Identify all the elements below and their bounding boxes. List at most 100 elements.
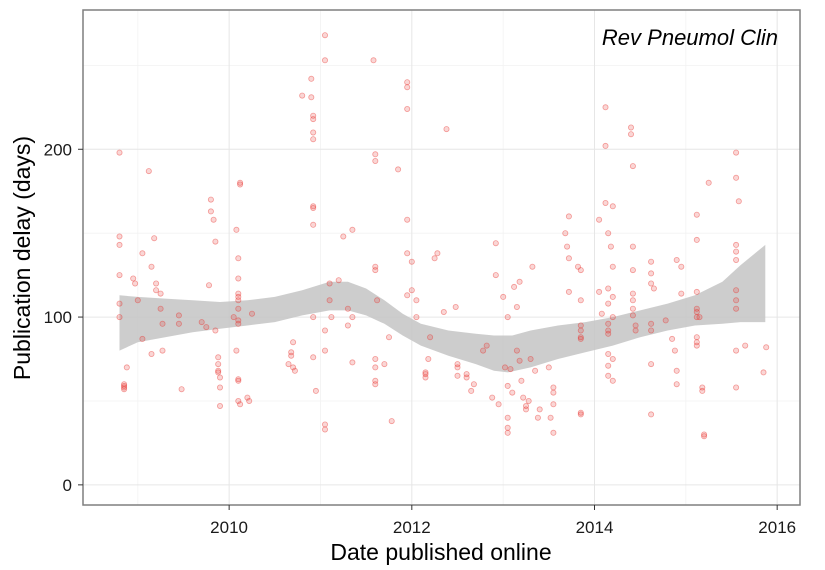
data-point bbox=[422, 371, 429, 378]
data-point bbox=[310, 112, 317, 119]
data-point bbox=[372, 267, 379, 274]
data-point bbox=[404, 79, 411, 86]
data-point bbox=[326, 280, 333, 287]
data-point bbox=[575, 263, 582, 270]
data-point bbox=[733, 241, 740, 248]
data-point bbox=[210, 216, 217, 223]
data-point bbox=[577, 409, 584, 416]
data-point bbox=[577, 297, 584, 304]
data-point bbox=[602, 199, 609, 206]
data-point bbox=[408, 258, 415, 265]
data-point bbox=[565, 213, 572, 220]
data-point bbox=[404, 292, 411, 299]
data-point bbox=[523, 406, 530, 413]
data-points bbox=[116, 32, 770, 440]
data-point bbox=[235, 305, 242, 312]
data-point bbox=[372, 157, 379, 164]
data-point bbox=[321, 327, 328, 334]
data-point bbox=[157, 290, 164, 297]
data-point bbox=[648, 258, 655, 265]
data-point bbox=[763, 344, 770, 351]
data-point bbox=[235, 377, 242, 384]
data-point bbox=[207, 196, 214, 203]
data-point bbox=[408, 287, 415, 294]
data-point bbox=[216, 402, 223, 409]
x-axis-title: Date published online bbox=[330, 539, 551, 565]
data-point bbox=[215, 354, 222, 361]
data-point bbox=[693, 236, 700, 243]
data-point bbox=[385, 334, 392, 341]
data-point bbox=[205, 282, 212, 289]
data-point bbox=[290, 364, 297, 371]
data-point bbox=[470, 381, 477, 388]
data-point bbox=[705, 179, 712, 186]
data-point bbox=[344, 322, 351, 329]
data-point bbox=[216, 374, 223, 381]
data-point bbox=[673, 367, 680, 374]
data-point bbox=[693, 211, 700, 218]
data-point bbox=[212, 327, 219, 334]
data-point bbox=[159, 347, 166, 354]
data-point bbox=[492, 240, 499, 247]
data-point bbox=[609, 377, 616, 384]
data-point bbox=[340, 233, 347, 240]
data-point bbox=[520, 394, 527, 401]
data-point bbox=[139, 250, 146, 257]
data-point bbox=[463, 374, 470, 381]
data-point bbox=[504, 424, 511, 431]
data-point bbox=[148, 350, 155, 357]
data-point bbox=[121, 386, 128, 393]
data-point bbox=[760, 369, 767, 376]
data-point bbox=[237, 181, 244, 188]
data-point bbox=[733, 347, 740, 354]
data-point bbox=[669, 335, 676, 342]
data-point bbox=[237, 401, 244, 408]
data-point bbox=[507, 366, 514, 373]
data-point bbox=[207, 208, 214, 215]
data-point bbox=[602, 142, 609, 149]
data-point bbox=[153, 287, 160, 294]
data-point bbox=[134, 297, 141, 304]
data-point bbox=[443, 126, 450, 133]
data-point bbox=[501, 364, 508, 371]
data-point bbox=[648, 270, 655, 277]
data-point bbox=[454, 372, 461, 379]
data-point bbox=[733, 174, 740, 181]
data-point bbox=[454, 364, 461, 371]
data-point bbox=[605, 285, 612, 292]
data-point bbox=[116, 233, 123, 240]
data-point bbox=[632, 327, 639, 334]
data-point bbox=[116, 241, 123, 248]
data-point bbox=[500, 293, 507, 300]
data-point bbox=[178, 386, 185, 393]
data-point bbox=[480, 347, 487, 354]
data-point bbox=[321, 421, 328, 428]
data-point bbox=[344, 305, 351, 312]
data-point bbox=[699, 384, 706, 391]
data-point bbox=[513, 303, 520, 310]
data-point bbox=[328, 314, 335, 321]
data-point bbox=[157, 305, 164, 312]
data-point bbox=[148, 263, 155, 270]
data-point bbox=[121, 382, 128, 389]
data-point bbox=[130, 275, 137, 282]
data-point bbox=[233, 226, 240, 233]
data-point bbox=[609, 314, 616, 321]
data-point bbox=[388, 418, 395, 425]
data-point bbox=[291, 367, 298, 374]
data-point bbox=[523, 402, 530, 409]
data-point bbox=[733, 248, 740, 255]
data-point bbox=[629, 312, 636, 319]
data-point bbox=[349, 359, 356, 366]
data-point bbox=[607, 243, 614, 250]
data-point bbox=[648, 361, 655, 368]
data-point bbox=[404, 84, 411, 91]
data-point bbox=[504, 382, 511, 389]
data-point bbox=[534, 414, 541, 421]
data-point bbox=[440, 308, 447, 315]
data-point bbox=[244, 394, 251, 401]
data-point bbox=[349, 226, 356, 233]
data-point bbox=[132, 280, 139, 287]
data-point bbox=[701, 431, 708, 438]
data-point bbox=[372, 364, 379, 371]
